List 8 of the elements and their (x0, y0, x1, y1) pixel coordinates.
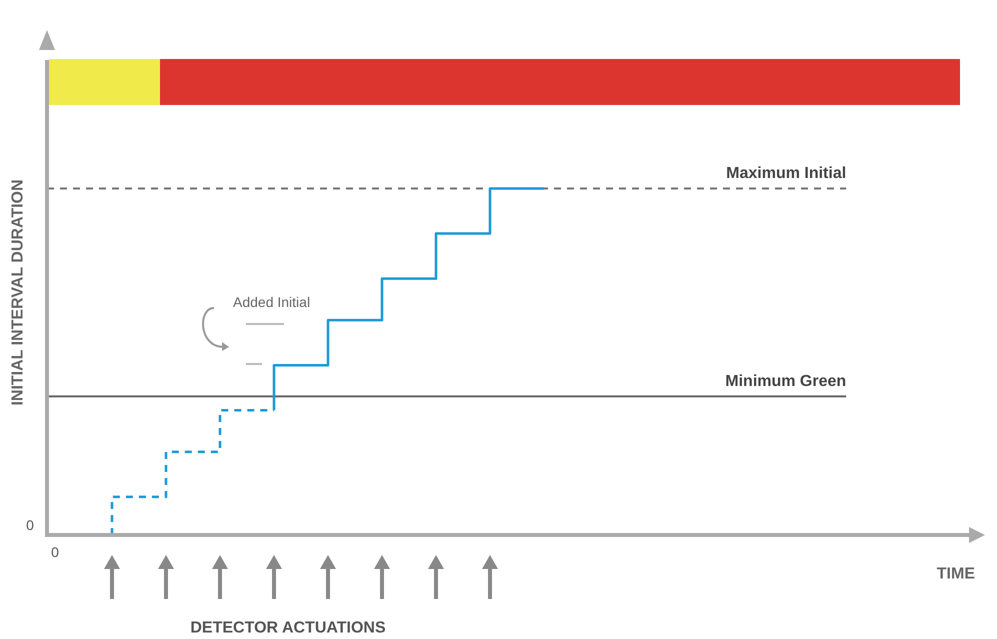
y-axis-title: INITIAL INTERVAL DURATION (9, 179, 26, 406)
ref-line-label: Maximum Initial (726, 164, 846, 182)
ref-line-label: Minimum Green (725, 372, 846, 390)
text: DETECTOR ACTUATIONS (190, 619, 386, 636)
annotation: Added Initial (233, 294, 310, 310)
text: 0 (51, 544, 60, 560)
text: 0 (26, 516, 34, 533)
text: TIME (936, 565, 976, 582)
